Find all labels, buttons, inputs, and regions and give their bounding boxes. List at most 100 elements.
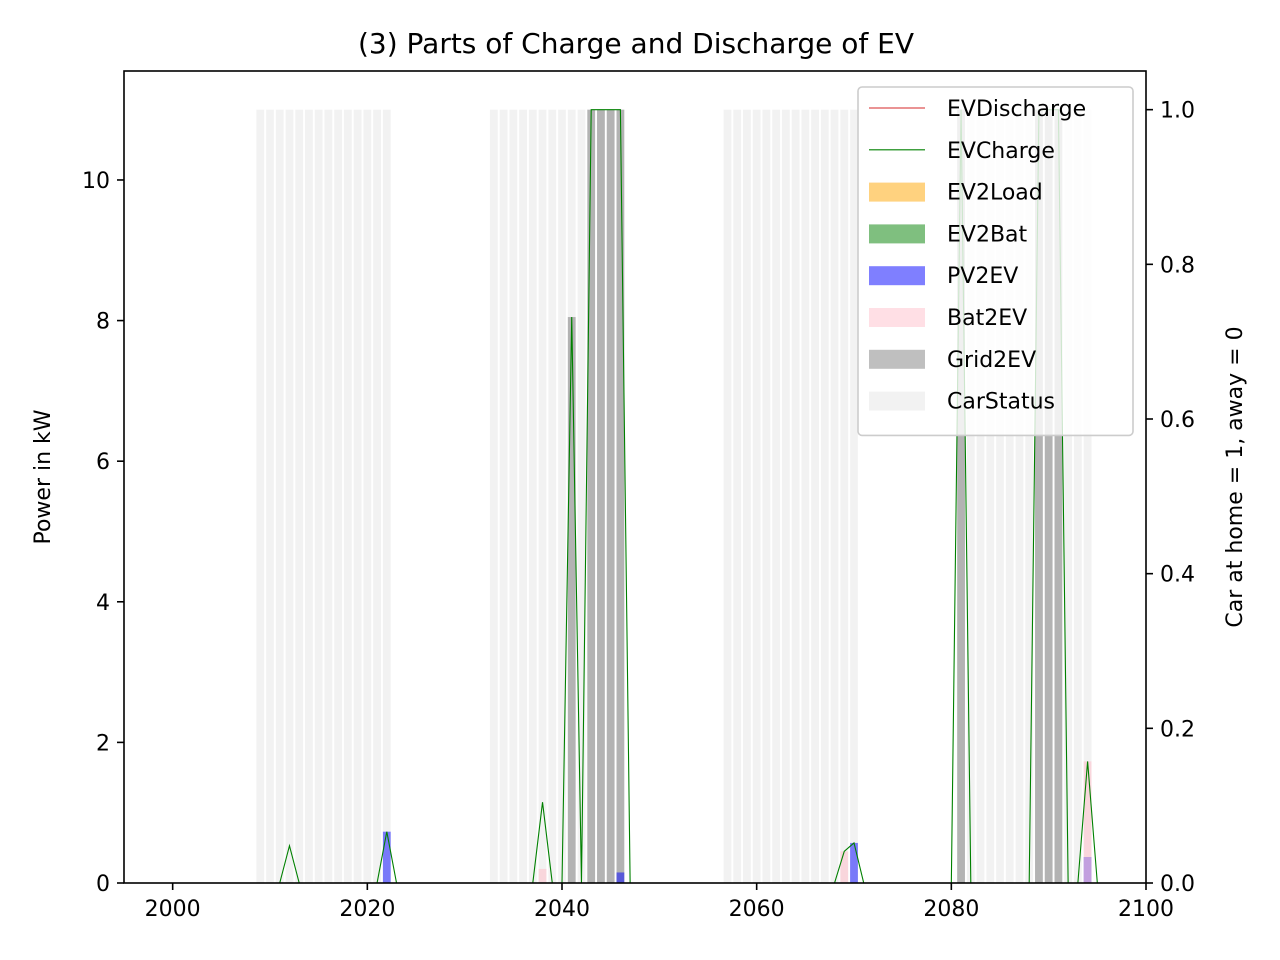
pv2ev-bar: [616, 872, 625, 883]
y2-tick-label: 0.0: [1160, 872, 1195, 897]
y-tick-label: 4: [96, 591, 110, 616]
car-status-bar: [1005, 109, 1014, 883]
car-status-bar: [314, 109, 323, 883]
car-status-bar: [519, 109, 527, 883]
power-bars: [382, 109, 1092, 883]
legend-label-evdischarge: EVDischarge: [947, 97, 1086, 122]
legend-label-evcharge: EVCharge: [947, 139, 1055, 164]
grid2ev-bar: [1035, 109, 1043, 883]
car-status-bar: [723, 109, 732, 883]
legend-swatch-carstatus: [869, 391, 925, 411]
x-tick-label: 2020: [339, 897, 395, 922]
car-status-bar: [986, 109, 995, 883]
y2-tick-label: 0.4: [1160, 563, 1195, 588]
bat2ev-bar: [1083, 761, 1092, 883]
x-axis: 2000 2020 2040 2060 2080 2100: [145, 883, 1174, 922]
car-status-bar: [558, 109, 566, 883]
legend-label-carstatus: CarStatus: [947, 390, 1055, 415]
y2-tick-label: 0.8: [1160, 253, 1195, 278]
legend-swatch-ev2bat: [869, 224, 925, 244]
car-status-bar: [762, 109, 771, 883]
y-tick-label: 2: [96, 731, 110, 756]
y2-tick-label: 1.0: [1160, 99, 1195, 124]
car-status-bar: [1015, 109, 1024, 883]
legend-label-pv2ev: PV2EV: [947, 264, 1018, 289]
car-status-bar: [489, 109, 498, 883]
grid2ev-bar: [587, 109, 596, 883]
legend-swatch-grid2ev: [869, 349, 925, 369]
grid2ev-bar: [597, 109, 605, 883]
car-status-bar: [295, 109, 304, 883]
car-status-bar: [305, 109, 313, 883]
bat2ev-bar: [840, 851, 849, 883]
chart-title: (3) Parts of Charge and Discharge of EV: [358, 27, 914, 60]
y-tick-label: 10: [82, 169, 110, 194]
car-status-bar: [363, 109, 372, 883]
grid2ev-bar: [1044, 109, 1053, 883]
y2-tick-label: 0.6: [1160, 408, 1195, 433]
y-tick-label: 8: [96, 310, 110, 335]
car-status-bar: [733, 109, 742, 883]
car-status-bar: [256, 109, 265, 883]
car-status-bar: [275, 109, 284, 883]
legend-swatch-ev2load: [869, 182, 925, 202]
grid2ev-bar: [616, 109, 625, 883]
car-status-bar: [743, 109, 751, 883]
car-status-bar: [373, 109, 381, 883]
car-status-bar: [996, 109, 1004, 883]
car-status-bar: [577, 109, 586, 883]
legend-label-bat2ev: Bat2EV: [947, 306, 1027, 331]
legend: EVDischarge EVCharge EV2Load EV2Bat PV2EV Bat…: [857, 86, 1134, 437]
grid2ev-bar: [606, 109, 615, 883]
car-status-bar: [548, 109, 557, 883]
bat2ev-bar: [538, 868, 547, 883]
car-status-bar: [538, 109, 547, 883]
car-status-bar: [830, 109, 839, 883]
car-status-bar: [382, 109, 391, 883]
car-status-bar: [840, 109, 849, 883]
legend-swatch-bat2ev: [869, 308, 925, 327]
car-status-bar: [781, 109, 790, 883]
car-status-bar: [509, 109, 518, 883]
car-status-bar: [772, 109, 781, 883]
legend-label-ev2load: EV2Load: [947, 181, 1043, 206]
y-axis-label: Power in kW: [31, 409, 56, 544]
car-status-bar: [976, 109, 985, 883]
x-tick-label: 2080: [923, 897, 979, 922]
car-status-bar: [966, 109, 975, 883]
car-status-bar: [266, 109, 274, 883]
car-status-bar: [528, 109, 537, 883]
car-status-bar: [324, 109, 333, 883]
y2-tick-label: 0.2: [1160, 717, 1195, 742]
y-axis-left: 0 2 4 6 8 10: [82, 169, 124, 897]
car-status-bar: [499, 109, 508, 883]
grid2ev-bar: [1054, 109, 1063, 883]
car-status-bar: [850, 109, 858, 883]
car-status-bar: [353, 109, 362, 883]
grid2ev-bar: [567, 317, 576, 883]
x-tick-label: 2060: [729, 897, 785, 922]
legend-label-ev2bat: EV2Bat: [947, 222, 1028, 247]
car-status-bar: [1083, 109, 1092, 883]
car-status-bar: [334, 109, 343, 883]
car-status-bar: [1025, 109, 1034, 883]
car-status-bar: [1073, 109, 1082, 883]
y-axis-right: 0.0 0.2 0.4 0.6 0.8 1.0: [1146, 99, 1195, 897]
y2-axis-label: Car at home = 1, away = 0: [1223, 326, 1248, 627]
plot-frame: [123, 70, 1147, 884]
legend-label-grid2ev: Grid2EV: [947, 348, 1036, 373]
car-status-bar: [801, 109, 810, 883]
car-status-bar: [1064, 109, 1073, 883]
x-tick-label: 2040: [534, 897, 590, 922]
pv2ev-bar: [850, 842, 858, 883]
y-tick-label: 6: [96, 450, 110, 475]
car-status-bar: [791, 109, 800, 883]
car-status-bar: [285, 109, 294, 883]
legend-box: [857, 86, 1134, 437]
car-status-bar: [820, 109, 829, 883]
grid2ev-bar: [957, 109, 965, 883]
car-status-bar: [343, 109, 352, 883]
x-tick-label: 2100: [1118, 897, 1174, 922]
legend-swatch-pv2ev: [869, 266, 925, 286]
